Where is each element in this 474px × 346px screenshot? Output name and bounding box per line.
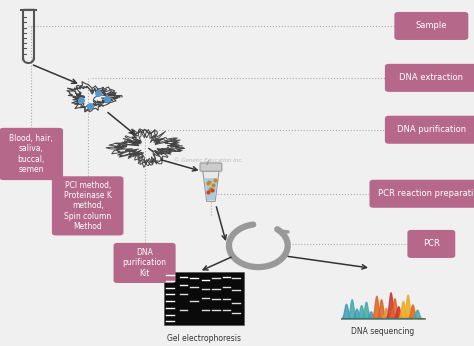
Text: PCR: PCR — [423, 239, 440, 248]
Text: DNA extraction: DNA extraction — [399, 73, 464, 82]
Text: DNA
purification
Kit: DNA purification Kit — [123, 248, 166, 278]
Text: DNA purification: DNA purification — [397, 125, 466, 134]
FancyBboxPatch shape — [113, 243, 175, 283]
FancyBboxPatch shape — [52, 176, 123, 236]
FancyBboxPatch shape — [0, 128, 63, 180]
FancyBboxPatch shape — [385, 64, 474, 92]
Text: PCR reaction preparation: PCR reaction preparation — [378, 189, 474, 198]
Text: Gel electrophoresis: Gel electrophoresis — [167, 334, 241, 343]
Polygon shape — [204, 178, 218, 200]
Text: Sample: Sample — [416, 21, 447, 30]
Text: PCI method,
Proteinase K
method,
Spin column
Method: PCI method, Proteinase K method, Spin co… — [64, 181, 112, 231]
Text: Blood, hair,
saliva,
buccal,
semen: Blood, hair, saliva, buccal, semen — [9, 134, 53, 174]
FancyBboxPatch shape — [385, 116, 474, 144]
Polygon shape — [202, 168, 219, 201]
FancyBboxPatch shape — [394, 12, 468, 40]
Text: DNA sequencing: DNA sequencing — [351, 327, 414, 336]
FancyBboxPatch shape — [200, 163, 222, 171]
FancyBboxPatch shape — [407, 230, 455, 258]
FancyBboxPatch shape — [370, 180, 474, 208]
Text: © Genetic Education Inc.: © Genetic Education Inc. — [174, 158, 243, 163]
Bar — [164, 272, 244, 325]
